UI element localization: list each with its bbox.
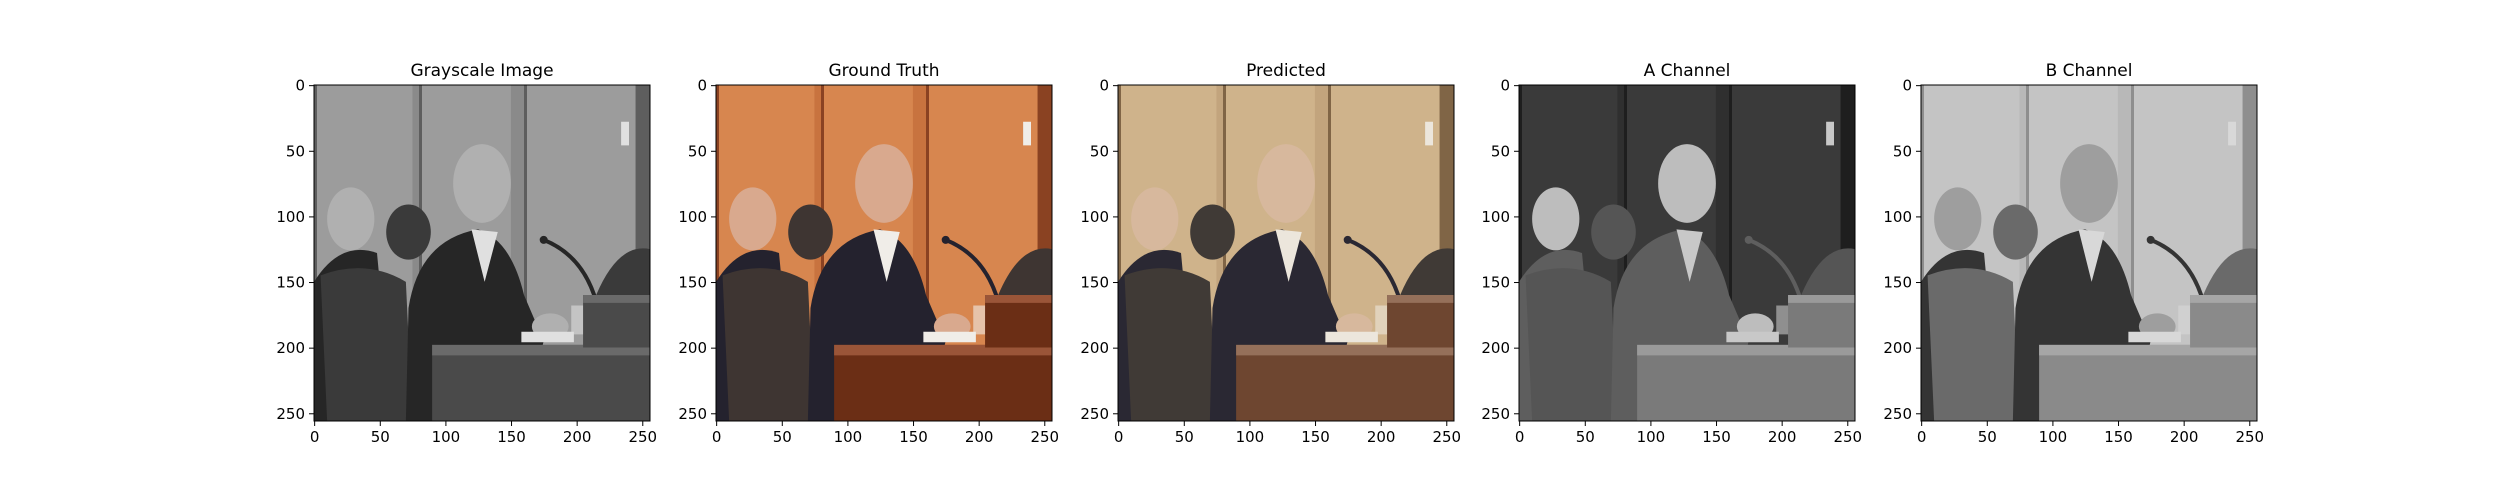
y-tick-label: 250 — [1080, 405, 1109, 423]
x-tick-label: 250 — [628, 428, 657, 446]
axes-frame — [715, 84, 1053, 422]
y-tick-label: 100 — [1883, 208, 1912, 226]
y-tick-label: 100 — [276, 208, 305, 226]
y-tick-label: 50 — [1893, 142, 1912, 160]
y-tick-label: 50 — [1090, 142, 1109, 160]
x-tick-label: 50 — [371, 428, 390, 446]
panel-1: Ground Truth 0 50 100 150 200 250 0 50 100 150 200 2… — [678, 61, 1059, 446]
y-tick-label: 150 — [1080, 274, 1109, 292]
panel-image — [716, 85, 1052, 421]
x-tick-label: 250 — [1432, 428, 1461, 446]
panel-title: B Channel — [2046, 61, 2133, 81]
axes-frame — [1920, 84, 2258, 422]
panel-2: Predicted 0 50 100 150 200 250 0 50 100 150 200 250 — [1080, 61, 1461, 446]
y-tick-label: 0 — [697, 77, 707, 95]
x-tick-label: 0 — [712, 428, 722, 446]
y-tick-label: 0 — [1902, 77, 1912, 95]
panel-title: A Channel — [1644, 61, 1731, 81]
y-tick-label: 200 — [1883, 339, 1912, 357]
y-tick-label: 0 — [1099, 77, 1109, 95]
panel-3: A Channel 0 50 100 150 200 250 0 50 100 150 200 250 — [1481, 61, 1862, 446]
x-tick-label: 0 — [1515, 428, 1525, 446]
axes-frame — [1117, 84, 1455, 422]
x-tick-label: 100 — [2039, 428, 2068, 446]
x-tick-label: 200 — [1768, 428, 1797, 446]
panel-image — [1921, 85, 2257, 421]
panel-title: Ground Truth — [828, 61, 939, 81]
x-tick-label: 200 — [563, 428, 592, 446]
y-tick-label: 200 — [1080, 339, 1109, 357]
x-tick-label: 50 — [1576, 428, 1595, 446]
y-tick-label: 50 — [688, 142, 707, 160]
x-tick-label: 100 — [1637, 428, 1666, 446]
panel-image — [1519, 85, 1855, 421]
x-tick-label: 150 — [1301, 428, 1330, 446]
x-tick-label: 200 — [2170, 428, 2199, 446]
x-tick-label: 50 — [773, 428, 792, 446]
y-tick-label: 0 — [1500, 77, 1510, 95]
y-tick-label: 100 — [678, 208, 707, 226]
x-tick-label: 0 — [1114, 428, 1124, 446]
y-tick-label: 200 — [276, 339, 305, 357]
y-tick-label: 250 — [1883, 405, 1912, 423]
y-tick-label: 0 — [295, 77, 305, 95]
x-tick-label: 250 — [1030, 428, 1059, 446]
panel-image — [1118, 85, 1454, 421]
y-tick-label: 150 — [1481, 274, 1510, 292]
x-tick-label: 100 — [834, 428, 863, 446]
x-tick-label: 150 — [2104, 428, 2133, 446]
y-tick-label: 100 — [1481, 208, 1510, 226]
panel-0: Grayscale Image 0 50 100 150 200 250 0 50 100 150 2… — [276, 61, 657, 446]
panel-image — [314, 85, 650, 421]
y-tick-label: 200 — [1481, 339, 1510, 357]
panel-title: Predicted — [1246, 61, 1326, 81]
x-tick-label: 50 — [1978, 428, 1997, 446]
axes-frame — [313, 84, 651, 422]
x-tick-label: 150 — [497, 428, 526, 446]
panels: Grayscale Image 0 50 100 150 200 250 0 50 100 150 2… — [276, 61, 2264, 446]
x-tick-label: 150 — [1702, 428, 1731, 446]
x-tick-label: 100 — [1236, 428, 1265, 446]
y-tick-label: 250 — [1481, 405, 1510, 423]
x-tick-label: 0 — [1917, 428, 1927, 446]
panel-4: B Channel 0 50 100 150 200 250 0 50 100 150 200 250 — [1883, 61, 2264, 446]
x-tick-label: 250 — [1833, 428, 1862, 446]
y-tick-label: 150 — [1883, 274, 1912, 292]
x-tick-label: 250 — [2235, 428, 2264, 446]
x-tick-label: 0 — [310, 428, 320, 446]
axes-frame — [1518, 84, 1856, 422]
x-tick-label: 200 — [965, 428, 994, 446]
y-tick-label: 250 — [276, 405, 305, 423]
y-tick-label: 100 — [1080, 208, 1109, 226]
x-tick-label: 100 — [432, 428, 461, 446]
y-tick-label: 250 — [678, 405, 707, 423]
y-tick-label: 50 — [286, 142, 305, 160]
x-tick-label: 200 — [1367, 428, 1396, 446]
x-tick-label: 50 — [1175, 428, 1194, 446]
y-tick-label: 150 — [678, 274, 707, 292]
y-tick-label: 200 — [678, 339, 707, 357]
x-tick-label: 150 — [899, 428, 928, 446]
y-tick-label: 50 — [1491, 142, 1510, 160]
y-tick-label: 150 — [276, 274, 305, 292]
panel-title: Grayscale Image — [410, 61, 553, 81]
